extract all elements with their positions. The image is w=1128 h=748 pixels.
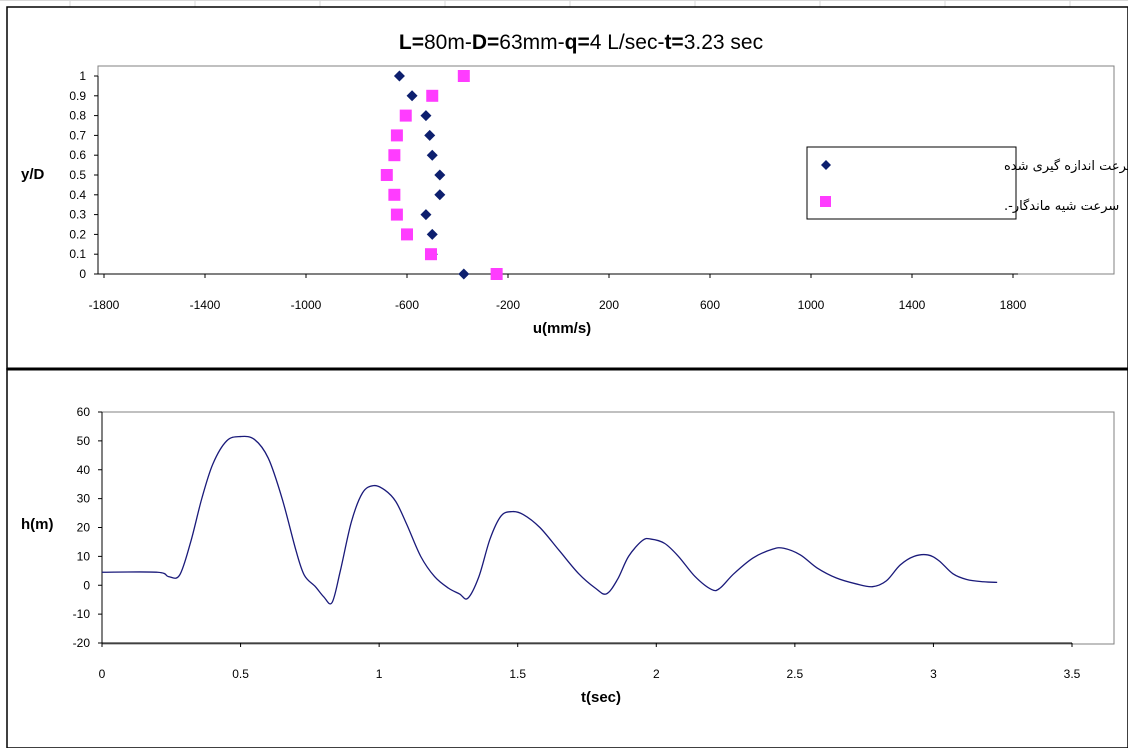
x-tick-label: 3.5 [1064,667,1081,681]
x-tick-label: 0.5 [232,667,249,681]
y-tick-label: -10 [73,607,91,621]
x-tick-label: 2 [653,667,660,681]
point-measured [406,90,418,102]
point-measured [426,149,438,161]
legend-marker-model [820,196,831,207]
x-tick-label: 2.5 [787,667,804,681]
y-tick-label: 0.8 [69,109,86,123]
point-measured [420,110,432,122]
y-tick-label: -20 [73,636,91,650]
chart-title: L=80m-D=63mm-q=4 L/sec-t=3.23 sec [399,31,763,54]
title-part: t= [664,31,683,54]
point-measured [393,70,405,82]
point-measured [434,189,446,201]
x-tick-label: 1000 [798,298,825,312]
point-model [390,208,403,221]
y-tick-label: 0.5 [69,168,86,182]
x-tick-label: -600 [395,298,419,312]
x-tick-label: 1 [376,667,383,681]
title-part: L= [399,31,424,54]
point-measured [434,169,446,181]
top-data-points [380,70,503,280]
point-model [388,149,401,162]
series-line-head [101,435,998,605]
point-model [426,89,439,102]
point-model [457,70,470,82]
bottom-y-axis-label: h(m) [21,516,54,533]
point-model [380,169,393,181]
title-part: 63mm- [499,31,564,54]
point-model [390,129,403,142]
bottom-x-ticks: 0 0.5 1 1.5 2 2.5 3 3.5 [99,643,1081,681]
y-tick-label: 0.6 [69,148,86,162]
y-tick-label: 50 [77,434,91,448]
legend-marker-measured [821,160,831,170]
head-time-chart: -20 -10 0 10 20 30 40 50 60 0 0.5 1 1.5 2 2.5 3 3.5 h(m… [21,405,1115,706]
top-x-ticks: -1800 -1400 -1000 -600 -200 200 600 1000 1400 180… [89,274,1027,312]
point-model [388,188,401,201]
title-part: 4 L/sec- [590,31,665,54]
y-tick-label: 0.1 [69,247,86,261]
top-y-ticks: 0 0.1 0.2 0.3 0.4 0.5 0.6 0.7 0.8 0.9 1 [69,69,98,281]
bottom-y-ticks: -20 -10 0 10 20 30 40 50 60 [73,405,102,650]
x-tick-label: -1400 [190,298,221,312]
x-tick-label: -200 [496,298,520,312]
x-tick-label: 1400 [899,298,926,312]
x-tick-label: -1000 [291,298,322,312]
point-model [399,109,412,122]
point-measured [424,129,436,141]
y-tick-label: 60 [77,405,91,419]
bottom-x-axis-label: t(sec) [581,689,621,706]
top-legend: سرعت اندازه گیری شده سرعت شیه ماندگار-. [806,146,1128,220]
y-tick-label: 0.9 [69,89,86,103]
y-tick-label: 0.3 [69,208,86,222]
title-part: q= [565,31,590,54]
y-tick-label: 30 [77,492,91,506]
velocity-profile-chart: L=80m-D=63mm-q=4 L/sec-t=3.23 sec 0 0.1 0.… [21,31,1128,337]
x-tick-label: 200 [599,298,619,312]
legend-box [806,146,1017,220]
sheet-grid-lines [0,0,1128,7]
point-model [490,268,503,280]
title-part: 3.23 sec [684,31,763,54]
point-measured [458,268,470,280]
y-tick-label: 0 [79,267,86,281]
point-measured [426,228,438,240]
y-tick-label: 0.2 [69,227,86,241]
x-tick-label: 3 [930,667,937,681]
x-tick-label: 600 [700,298,720,312]
x-tick-label: -1800 [89,298,120,312]
y-tick-label: 10 [77,549,91,563]
title-part: D= [472,31,499,54]
bottom-plot-area [101,411,1115,645]
y-tick-label: 0.7 [69,128,86,142]
x-tick-label: 0 [99,667,106,681]
x-tick-label: 1800 [1000,298,1027,312]
y-tick-label: 0.4 [69,188,86,202]
point-model [424,248,437,261]
legend-label-model: سرعت شیه ماندگار-. [1004,198,1119,214]
x-tick-label: 1.5 [509,667,526,681]
point-measured [420,209,432,221]
legend-label-measured: سرعت اندازه گیری شده [1004,158,1128,174]
top-x-axis-label: u(mm/s) [533,320,591,337]
point-model [401,228,413,241]
top-y-axis-label: y/D [21,166,45,183]
y-tick-label: 40 [77,463,91,477]
y-tick-label: 20 [77,521,91,535]
y-tick-label: 1 [79,69,86,83]
y-tick-label: 0 [83,578,90,592]
title-part: 80m- [424,31,472,54]
